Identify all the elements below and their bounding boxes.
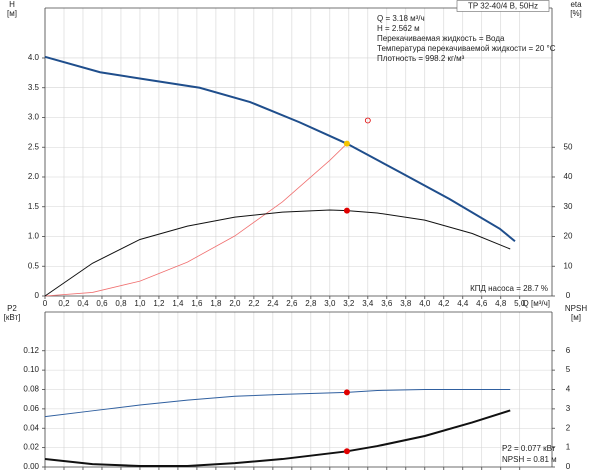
x-axis-label: Q [м³/ч] — [523, 299, 550, 308]
x-tick-label: 4,8 — [495, 299, 507, 308]
y2-tick-label: 4 — [566, 385, 571, 394]
y2-tick-label: 0 — [566, 462, 571, 471]
x-tick-label: 0,2 — [58, 299, 70, 308]
curve — [44, 389, 511, 418]
y-tick-label: 1.0 — [28, 232, 40, 241]
y2-axis-unit: [%] — [570, 9, 582, 18]
operating-point — [343, 389, 350, 396]
x-tick-label: 1,8 — [210, 299, 222, 308]
y-tick-label: 0.00 — [23, 462, 39, 471]
y2-tick-label: 10 — [564, 261, 573, 270]
x-tick-label: 1,0 — [134, 299, 146, 308]
y-axis-unit: [кВт] — [4, 313, 21, 322]
y-tick-label: 0.5 — [28, 261, 40, 270]
x-tick-label: 4,6 — [476, 299, 488, 308]
x-tick-label: 3,6 — [381, 299, 393, 308]
operating-point — [343, 448, 350, 455]
x-tick-label: 0,8 — [115, 299, 127, 308]
annotation: Температура перекачиваемой жидкости = 20… — [377, 44, 556, 53]
y-tick-label: 4.0 — [28, 53, 40, 62]
y-tick-label: 2.5 — [28, 142, 40, 151]
x-tick-label: 4,0 — [419, 299, 431, 308]
annotation: H = 2.562 м — [377, 24, 420, 33]
annotation: Плотность = 998.2 кг/м³ — [377, 54, 465, 63]
x-tick-label: 2,4 — [267, 299, 279, 308]
x-tick-label: 1,4 — [172, 299, 184, 308]
y2-axis-label: eta — [570, 0, 582, 9]
y2-tick-label: 30 — [564, 202, 573, 211]
chart-title: TP 32-40/4 B, 50Hz — [468, 2, 538, 11]
y-tick-label: 2.0 — [28, 172, 40, 181]
y2-tick-label: 5 — [566, 365, 571, 374]
operating-point — [343, 140, 350, 147]
y-tick-label: 0.12 — [23, 346, 39, 355]
y2-tick-label: 0 — [566, 291, 571, 300]
footnote: КПД насоса = 28.7 % — [470, 284, 548, 293]
y-tick-label: 3.5 — [28, 83, 40, 92]
y2-tick-label: 50 — [564, 142, 573, 151]
x-tick-label: 4,2 — [438, 299, 450, 308]
y-axis-label: P2 — [7, 304, 17, 313]
x-tick-label: 5,0 — [514, 299, 526, 308]
curve — [44, 209, 511, 297]
x-tick-label: 0,6 — [96, 299, 108, 308]
x-tick-label: 1,6 — [191, 299, 203, 308]
annotation: Q = 3.18 м³/ч — [377, 14, 425, 23]
operating-point — [343, 207, 350, 214]
curve — [44, 409, 511, 468]
x-tick-label: 3,8 — [400, 299, 412, 308]
x-tick-label: 3,2 — [343, 299, 355, 308]
y-tick-label: 0.04 — [23, 423, 39, 432]
y2-tick-label: 3 — [566, 404, 571, 413]
x-tick-label: 2,0 — [229, 299, 241, 308]
y2-tick-label: 20 — [564, 232, 573, 241]
x-tick-label: 1,2 — [153, 299, 165, 308]
plot-area — [45, 8, 552, 296]
y-tick-label: 0.02 — [23, 443, 39, 452]
y-axis-unit: [м] — [7, 9, 17, 18]
y-tick-label: 3.0 — [28, 113, 40, 122]
y2-tick-label: 40 — [564, 172, 573, 181]
x-tick-label: 0 — [43, 299, 48, 308]
annotation: Перекачиваемая жидкость = Вода — [377, 34, 505, 43]
y2-axis-label: NPSH — [565, 304, 587, 313]
footnote: P2 = 0.077 кВт — [502, 444, 556, 453]
title-box — [456, 0, 550, 12]
y-axis-label: H — [9, 0, 15, 9]
y2-tick-label: 6 — [566, 346, 571, 355]
x-tick-label: 2,6 — [286, 299, 298, 308]
y2-axis-unit: [м] — [571, 313, 581, 322]
x-tick-label: 2,2 — [248, 299, 260, 308]
x-tick-label: 3,4 — [362, 299, 374, 308]
y-tick-label: 1.5 — [28, 202, 40, 211]
y-tick-label: 0 — [35, 291, 40, 300]
x-tick-label: 4,4 — [457, 299, 469, 308]
y2-tick-label: 2 — [566, 423, 571, 432]
curve — [44, 143, 348, 297]
x-tick-label: 3,0 — [324, 299, 336, 308]
y2-tick-label: 1 — [566, 443, 571, 452]
y-tick-label: 0.08 — [23, 385, 39, 394]
curve — [44, 55, 516, 243]
footnote: NPSH = 0.81 м — [502, 455, 557, 464]
y-tick-label: 0.10 — [23, 365, 39, 374]
y-tick-label: 0.06 — [23, 404, 39, 413]
marker-ring — [364, 117, 371, 124]
x-tick-label: 2,8 — [305, 299, 317, 308]
x-tick-label: 0,4 — [77, 299, 89, 308]
